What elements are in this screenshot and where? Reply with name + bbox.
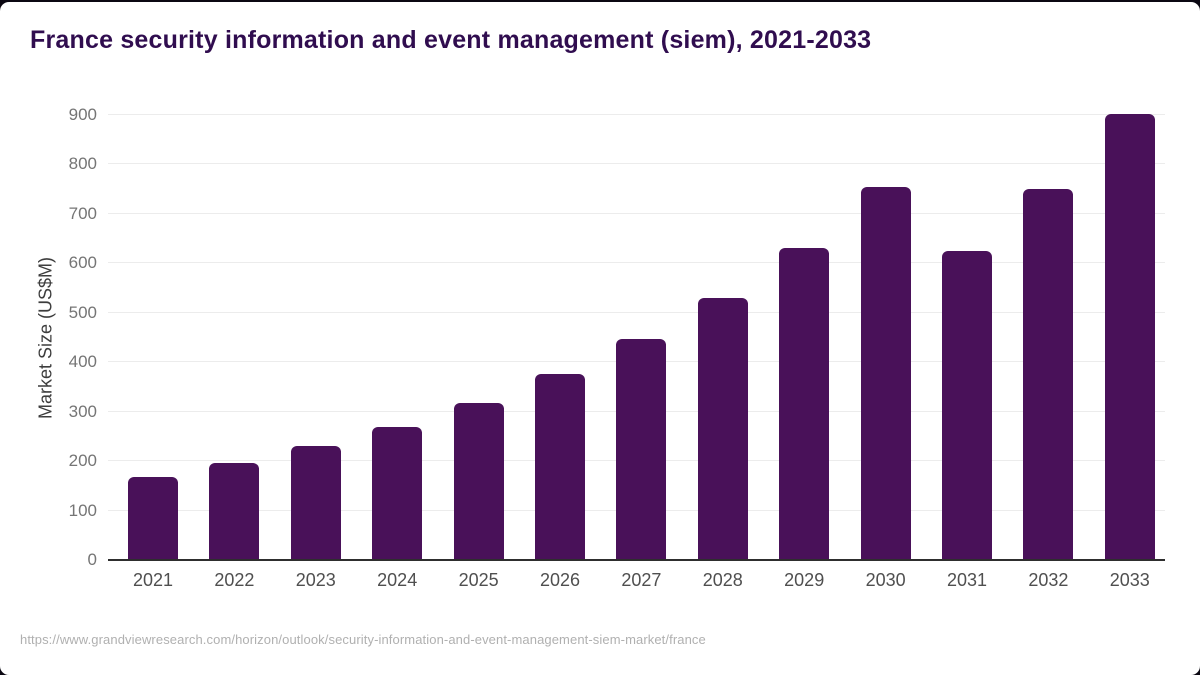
y-tick-label-300: 300 — [68, 401, 97, 421]
x-tick-label-2022: 2022 — [214, 570, 255, 590]
bar-2029[interactable] — [779, 248, 830, 560]
bar-2023[interactable] — [290, 446, 341, 560]
gridline-700 — [108, 212, 1165, 214]
x-tick-label-2026: 2026 — [539, 570, 581, 590]
bars-layer — [108, 113, 1165, 560]
gridline-800 — [108, 163, 1165, 165]
x-tick-label-2033: 2033 — [1109, 570, 1150, 590]
y-tick-label-600: 600 — [68, 253, 97, 273]
y-tick-label-700: 700 — [68, 203, 97, 223]
y-axis-labels: 0 100 200 300 400 500 600 700 800 900 — [40, 105, 97, 569]
x-tick-label-2031: 2031 — [946, 570, 988, 590]
bar-2032[interactable] — [1023, 189, 1074, 560]
bar-2026[interactable] — [535, 373, 585, 560]
gridline-500 — [108, 311, 1165, 313]
bar-2033[interactable] — [1104, 113, 1155, 560]
x-tick-label-2029: 2029 — [784, 570, 825, 590]
x-tick-label-2024: 2024 — [377, 570, 418, 590]
chart-title: France security information and event ma… — [30, 26, 872, 54]
source-url: https://www.grandviewresearch.com/horizo… — [20, 632, 706, 647]
bar-2030[interactable] — [860, 186, 911, 560]
x-axis-labels: 2021 2022 2023 2024 2025 2026 2027 2028 2029 2030… — [108, 568, 1165, 594]
gridline-600 — [108, 262, 1165, 264]
x-tick-label-2030: 2030 — [865, 570, 906, 590]
bar-2021[interactable] — [128, 477, 178, 560]
plot-area — [108, 113, 1165, 561]
bar-2027[interactable] — [616, 338, 667, 560]
bar-2031[interactable] — [942, 251, 992, 560]
bar-2025[interactable] — [453, 402, 504, 560]
bar-2024[interactable] — [372, 426, 423, 560]
x-tick-label-2027: 2027 — [621, 570, 662, 590]
y-tick-label-400: 400 — [68, 352, 97, 372]
x-tick-label-2025: 2025 — [458, 570, 499, 590]
x-tick-label-2021: 2021 — [132, 570, 174, 590]
x-tick-label-2023: 2023 — [295, 570, 336, 590]
bar-2028[interactable] — [697, 297, 748, 560]
x-tick-label-2028: 2028 — [702, 570, 743, 590]
y-tick-label-200: 200 — [68, 451, 97, 471]
gridline-900 — [108, 114, 1165, 115]
y-tick-label-0: 0 — [87, 550, 97, 569]
x-tick-label-2032: 2032 — [1028, 570, 1069, 590]
bar-2022[interactable] — [209, 463, 260, 560]
y-tick-label-800: 800 — [68, 154, 97, 174]
y-tick-label-900: 900 — [68, 105, 97, 124]
x-axis-line — [108, 559, 1165, 561]
y-tick-label-500: 500 — [68, 302, 97, 322]
y-tick-label-100: 100 — [68, 500, 97, 520]
